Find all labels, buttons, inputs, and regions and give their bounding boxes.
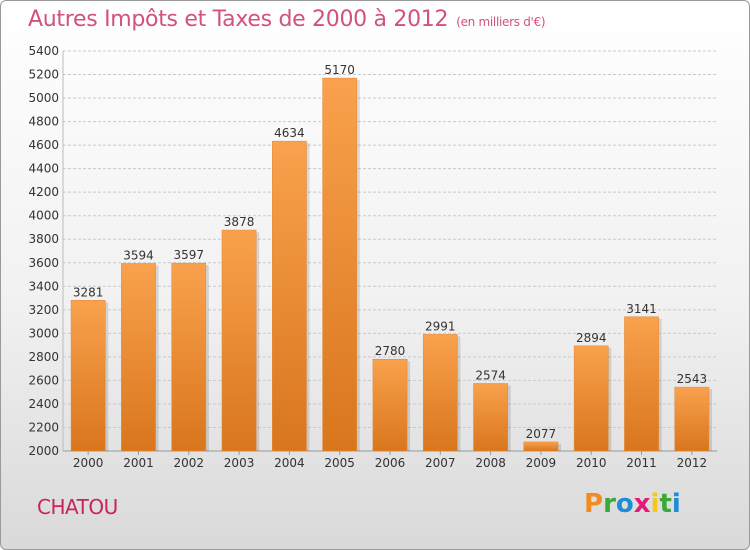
y-tick-label: 2400 (28, 397, 59, 411)
bars (70, 77, 712, 452)
data-label: 2077 (526, 427, 557, 441)
bar (422, 334, 458, 452)
x-tick-label: 2006 (375, 456, 406, 470)
logo-letter: r (603, 489, 616, 519)
proxiti-logo: Proxiti (584, 489, 681, 519)
y-tick-label: 2600 (28, 373, 59, 387)
x-tick-label: 2007 (425, 456, 456, 470)
x-tick-label: 2012 (677, 456, 708, 470)
y-tick-labels: 2000 2200 2400 2600 2800 3000 3200 3400 3600 3800… (28, 44, 59, 458)
x-tick-label: 2009 (526, 456, 557, 470)
data-label: 3141 (626, 302, 657, 316)
bar (272, 140, 307, 452)
logo-letter: i (671, 489, 681, 519)
bar (372, 358, 408, 452)
y-tick-label: 3400 (28, 279, 59, 293)
city-name: CHATOU (37, 495, 118, 519)
x-tick-label: 2000 (73, 456, 104, 470)
x-tick-label: 2010 (576, 456, 607, 470)
y-tick-label: 4200 (28, 185, 59, 199)
bar (573, 345, 609, 452)
data-label: 2894 (576, 331, 607, 345)
title-text: Autres Impôts et Taxes de 2000 à 2012 (28, 7, 449, 32)
y-tick-label: 5000 (28, 91, 59, 105)
y-tick-label: 4000 (28, 209, 59, 223)
bar (674, 386, 710, 452)
logo-letter: i (650, 489, 660, 519)
bar (171, 262, 207, 452)
y-tick-label: 3000 (28, 326, 59, 340)
data-label: 2991 (425, 319, 456, 333)
logo-letter: o (615, 489, 634, 519)
y-tick-label: 3200 (28, 303, 59, 317)
logo-letter: P (584, 489, 604, 519)
y-tick-label: 3800 (28, 232, 59, 246)
bar (624, 316, 659, 452)
y-tick-label: 3600 (28, 256, 59, 270)
y-tick-label: 4800 (28, 115, 59, 129)
chart-subtitle: (en milliers d'€) (456, 15, 546, 29)
data-label: 3878 (224, 215, 255, 229)
bar (121, 263, 156, 452)
data-label: 3281 (73, 285, 104, 299)
data-label: 3594 (123, 248, 154, 262)
bar (473, 383, 508, 452)
data-label: 2574 (475, 368, 506, 382)
data-labels: 3281 3594 3597 3878 4634 5170 2780 2991 2574 2077… (73, 63, 707, 441)
data-label: 3597 (173, 248, 204, 262)
x-tick-label: 2008 (475, 456, 506, 470)
chart-title: Autres Impôts et Taxes de 2000 à 2012 (en… (28, 7, 546, 32)
y-tick-label: 5200 (28, 68, 59, 82)
y-tick-label: 4400 (28, 162, 59, 176)
y-tick-label: 4600 (28, 138, 59, 152)
y-tick-label: 2000 (28, 444, 59, 458)
data-label: 2780 (375, 344, 406, 358)
bar (322, 77, 358, 452)
x-tick-label: 2011 (626, 456, 657, 470)
x-tick-labels: 2000 2001 2002 2003 2004 2005 2006 2007 2008 2009… (73, 451, 707, 470)
data-label: 4634 (274, 126, 305, 140)
logo-letter: t (659, 489, 672, 519)
x-tick-label: 2003 (224, 456, 255, 470)
bar (523, 441, 559, 452)
x-tick-label: 2004 (274, 456, 305, 470)
logo-letter: x (633, 489, 651, 519)
x-tick-label: 2005 (324, 456, 355, 470)
data-label: 5170 (324, 63, 355, 77)
x-tick-label: 2001 (123, 456, 154, 470)
bar (221, 229, 257, 452)
y-tick-label: 2800 (28, 350, 59, 364)
x-tick-label: 2002 (173, 456, 204, 470)
data-label: 2543 (677, 372, 708, 386)
y-tick-label: 5400 (28, 44, 59, 58)
y-tick-label: 2200 (28, 420, 59, 434)
bar (70, 300, 106, 452)
